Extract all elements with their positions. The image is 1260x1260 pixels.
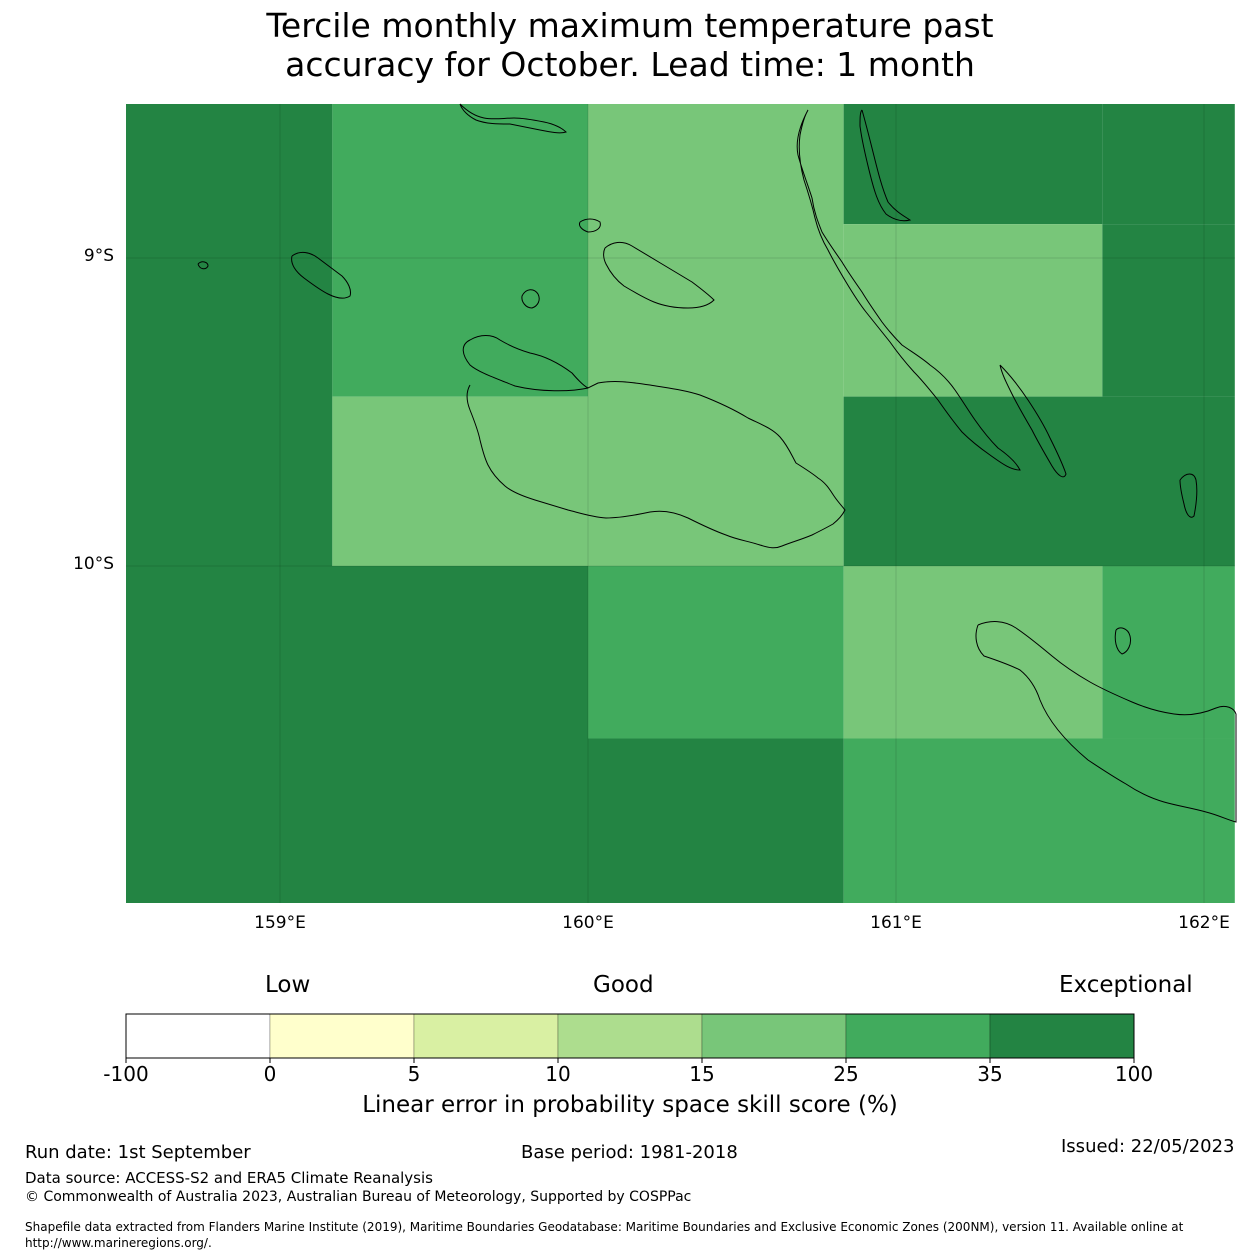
colorbar-border — [125, 1013, 1135, 1059]
coastline-north-islands — [459, 103, 567, 134]
coastline-small-malaita — [999, 364, 1067, 478]
colorbar-tick-label: 35 — [977, 1062, 1003, 1086]
graticule — [126, 104, 1235, 903]
colorbar-category-low: Low — [265, 972, 311, 998]
colorbar-segment — [413, 1013, 559, 1059]
colorbar-segment — [989, 1013, 1135, 1059]
data-source: Data source: ACCESS-S2 and ERA5 Climate … — [25, 1169, 433, 1187]
coastline-makira — [975, 621, 1237, 823]
coastline-malaita — [796, 109, 1021, 471]
grid-cell — [843, 566, 1103, 739]
colorbar-label: Linear error in probability space skill … — [362, 1092, 898, 1118]
grid-cell — [588, 738, 844, 903]
grid-cell — [588, 566, 844, 739]
coastline-islet-east — [1179, 473, 1198, 518]
grid-cell — [843, 738, 1235, 903]
lon-label-160e: 160°E — [562, 913, 614, 933]
grid-cell — [332, 396, 588, 566]
map-title: Tercile monthly maximum temperature past… — [0, 6, 1260, 84]
lon-label-159e: 159°E — [254, 913, 306, 933]
grid-cell — [843, 224, 1103, 397]
grid-cell — [843, 396, 1235, 566]
grid-cell — [843, 104, 1103, 225]
colorbar — [125, 1013, 1135, 1063]
colorbar-category-exceptional: Exceptional — [1059, 972, 1193, 998]
lon-label-161e: 161°E — [870, 913, 922, 933]
shapefile-credit-line-2: http://www.marineregions.org/. — [25, 1236, 212, 1250]
colorbar-segment — [125, 1013, 271, 1059]
title-line-1: Tercile monthly maximum temperature past — [266, 6, 994, 45]
grid-cell — [126, 104, 333, 566]
colorbar-tick-label: 15 — [689, 1062, 715, 1086]
grid-cell — [1102, 566, 1235, 739]
colorbar-tick-label: 10 — [545, 1062, 571, 1086]
grid-cell — [126, 566, 588, 903]
lat-label-9s: 9°S — [83, 246, 114, 266]
coastline-guadalcanal — [462, 335, 846, 549]
coastline-savo — [521, 289, 540, 309]
coastline-ulawa — [1114, 627, 1131, 655]
colorbar-tick-label: 0 — [263, 1062, 277, 1086]
colorbar-segment — [557, 1013, 703, 1059]
colorbar-tick-label: 100 — [1114, 1062, 1154, 1086]
issued-date: Issued: 22/05/2023 — [1061, 1136, 1235, 1157]
title-line-2: accuracy for October. Lead time: 1 month — [285, 45, 975, 84]
coastline-northeast — [859, 109, 912, 222]
base-period: Base period: 1981-2018 — [521, 1142, 738, 1163]
grid-cell — [332, 104, 588, 397]
coastlines — [197, 103, 1237, 823]
grid-cell — [1102, 224, 1235, 397]
shapefile-credit-line-1: Shapefile data extracted from Flanders M… — [25, 1220, 1184, 1234]
copyright: © Commonwealth of Australia 2023, Austra… — [25, 1189, 692, 1205]
colorbar-segment — [269, 1013, 415, 1059]
lat-label-10s: 10°S — [73, 554, 114, 574]
colorbar-tick-label: 25 — [833, 1062, 859, 1086]
colorbar-category-good: Good — [593, 972, 654, 998]
colorbar-tick-label: -100 — [103, 1062, 149, 1086]
colorbar-segment — [701, 1013, 847, 1059]
run-date: Run date: 1st September — [25, 1142, 251, 1163]
coastline-florida-west — [579, 218, 601, 233]
coastline-ngella — [603, 241, 715, 309]
colorbar-tick-label: 5 — [407, 1062, 421, 1086]
coastline-russell-islands — [291, 251, 351, 299]
coastline-islet-west — [197, 261, 209, 270]
lon-label-162e: 162°E — [1178, 913, 1230, 933]
grid-cell — [588, 104, 844, 566]
grid-cell — [1102, 104, 1235, 225]
colorbar-segment — [845, 1013, 991, 1059]
skill-grid — [126, 104, 1235, 903]
